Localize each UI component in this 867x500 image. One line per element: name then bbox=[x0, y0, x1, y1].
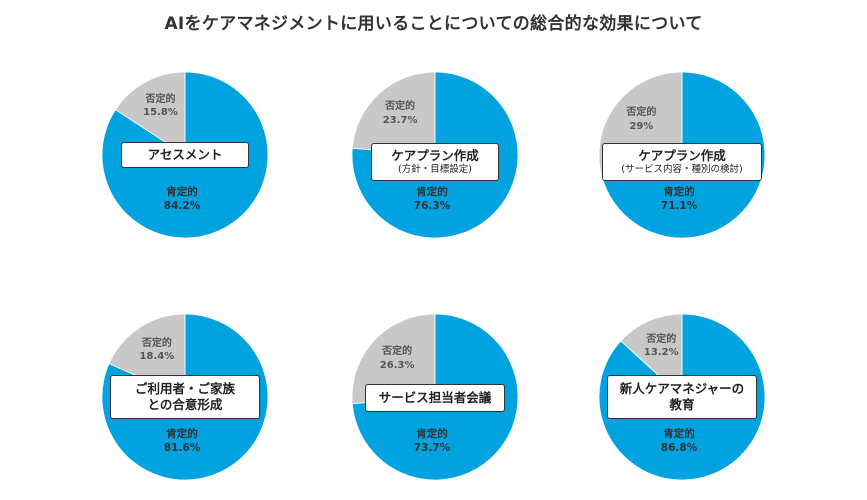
pie-label-negative-value: 26.3% bbox=[379, 359, 415, 371]
category-label: ケアプラン作成 bbox=[638, 148, 726, 164]
pie-label-positive-value: 86.8% bbox=[660, 442, 698, 455]
pie-label-negative-value: 29% bbox=[629, 120, 654, 132]
pie-label-positive: 肯定的 73.7% bbox=[414, 427, 450, 455]
pie-label-positive-name: 肯定的 bbox=[663, 428, 695, 440]
pie-label-negative: 否定的 23.7% bbox=[383, 100, 418, 127]
pie-label-positive: 肯定的 86.8% bbox=[661, 427, 697, 455]
pie-label-negative: 否定的 26.3% bbox=[380, 345, 415, 372]
pie-slice-negative bbox=[114, 71, 186, 156]
pie-label-negative-value: 18.4% bbox=[139, 351, 175, 363]
category-label-box: ご利用者・ご家族 との合意形成 bbox=[110, 375, 260, 419]
pie-label-negative: 否定的 18.4% bbox=[140, 337, 175, 364]
pie-slice-positive bbox=[351, 71, 519, 239]
pie-label-negative-name: 否定的 bbox=[385, 101, 416, 113]
pie-label-positive-value: 76.3% bbox=[413, 200, 451, 213]
category-label: 教育 bbox=[669, 397, 695, 412]
category-label: との合意形成 bbox=[147, 397, 223, 412]
pie-label-positive-name: 肯定的 bbox=[663, 186, 695, 198]
pie-label-negative-name: 否定的 bbox=[382, 346, 413, 358]
pie-label-positive: 肯定的 71.1% bbox=[661, 185, 697, 213]
pie-label-positive: 肯定的 81.6% bbox=[164, 427, 200, 455]
pie-label-negative-name: 否定的 bbox=[141, 337, 172, 349]
pie-slice-negative bbox=[351, 71, 436, 156]
pie-slice-negative bbox=[351, 313, 436, 405]
pie-label-negative: 否定的 13.2% bbox=[644, 333, 679, 360]
category-label-box: サービス担当者会議 bbox=[365, 384, 505, 412]
pie-label-positive: 肯定的 76.3% bbox=[414, 185, 450, 213]
category-label: アセスメント bbox=[147, 147, 223, 163]
pie-svg bbox=[351, 71, 519, 239]
pie-label-positive-value: 81.6% bbox=[163, 442, 201, 455]
pie-label-positive-value: 73.7% bbox=[413, 442, 451, 455]
category-label-box: 新人ケアマネジャーの 教育 bbox=[607, 375, 757, 419]
category-label: サービス担当者会議 bbox=[378, 390, 492, 406]
category-label-box: ケアプラン作成 (サービス内容・種別の検討) bbox=[602, 143, 762, 181]
pie-label-negative: 否定的 29% bbox=[626, 106, 656, 133]
category-sublabel: (方針・目標設定) bbox=[398, 163, 472, 175]
pie-label-negative: 否定的 15.8% bbox=[143, 93, 178, 120]
pie-label-positive-value: 84.2% bbox=[163, 200, 201, 213]
pie-label-positive-name: 肯定的 bbox=[416, 186, 448, 198]
category-label: ご利用者・ご家族 bbox=[134, 381, 235, 397]
category-label: ケアプラン作成 bbox=[391, 148, 479, 164]
pie-label-negative-name: 否定的 bbox=[646, 333, 677, 345]
pie-label-negative-value: 13.2% bbox=[643, 347, 679, 359]
category-label-box: ケアプラン作成 (方針・目標設定) bbox=[371, 143, 499, 181]
category-label-box: アセスメント bbox=[121, 142, 249, 168]
pie-label-negative-value: 23.7% bbox=[382, 114, 418, 126]
pie-chart bbox=[350, 70, 520, 240]
chart-title: AIをケアマネジメントに用いることについての総合的な効果について bbox=[164, 14, 703, 34]
pie-label-negative-name: 否定的 bbox=[626, 107, 657, 119]
pie-label-negative-name: 否定的 bbox=[145, 93, 176, 105]
category-sublabel: (サービス内容・種別の検討) bbox=[621, 163, 743, 175]
pie-label-negative-value: 15.8% bbox=[143, 107, 178, 119]
pie-slice-positive bbox=[598, 313, 766, 481]
pie-label-positive-name: 肯定的 bbox=[166, 428, 198, 440]
pie-label-positive-name: 肯定的 bbox=[166, 186, 198, 198]
category-label: 新人ケアマネジャーの bbox=[619, 381, 745, 397]
pie-label-positive: 肯定的 84.2% bbox=[164, 185, 200, 213]
pie-label-positive-value: 71.1% bbox=[660, 200, 698, 213]
pie-label-positive-name: 肯定的 bbox=[416, 428, 448, 440]
